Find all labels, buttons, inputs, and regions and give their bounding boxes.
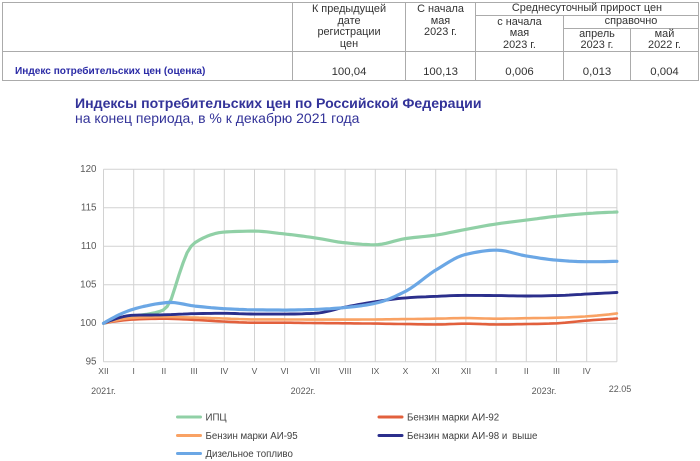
svg-text:XII: XII bbox=[98, 366, 108, 376]
svg-text:X: X bbox=[403, 366, 409, 376]
svg-text:I: I bbox=[133, 366, 135, 376]
svg-text:100: 100 bbox=[80, 318, 97, 329]
svg-text:2021г.: 2021г. bbox=[91, 386, 116, 396]
svg-text:Бензин марки АИ-98 и выше: Бензин марки АИ-98 и выше bbox=[407, 431, 537, 442]
svg-text:Бензин марки АИ-95: Бензин марки АИ-95 bbox=[206, 431, 298, 442]
svg-text:120: 120 bbox=[80, 164, 97, 175]
svg-text:22.05: 22.05 bbox=[609, 384, 632, 394]
svg-text:105: 105 bbox=[80, 280, 97, 291]
svg-text:Бензин марки АИ-92: Бензин марки АИ-92 bbox=[407, 412, 499, 423]
svg-text:XI: XI bbox=[432, 366, 440, 376]
svg-text:V: V bbox=[252, 366, 258, 376]
svg-text:IX: IX bbox=[371, 366, 379, 376]
svg-text:III: III bbox=[191, 366, 198, 376]
svg-text:II: II bbox=[162, 366, 167, 376]
svg-text:2022г.: 2022г. bbox=[291, 386, 316, 396]
svg-text:VII: VII bbox=[310, 366, 320, 376]
svg-text:110: 110 bbox=[81, 241, 97, 252]
svg-text:I: I bbox=[495, 366, 497, 376]
svg-text:IV: IV bbox=[220, 366, 228, 376]
svg-text:VI: VI bbox=[281, 366, 289, 376]
svg-text:115: 115 bbox=[81, 203, 97, 214]
svg-text:Дизельное топливо: Дизельное топливо bbox=[206, 449, 293, 460]
svg-text:2023г.: 2023г. bbox=[532, 386, 557, 396]
svg-text:II: II bbox=[524, 366, 529, 376]
svg-text:III: III bbox=[553, 366, 560, 376]
svg-text:XII: XII bbox=[461, 366, 471, 376]
svg-text:ИПЦ: ИПЦ bbox=[206, 412, 227, 423]
svg-text:VIII: VIII bbox=[339, 366, 352, 376]
svg-text:IV: IV bbox=[583, 366, 591, 376]
svg-text:95: 95 bbox=[86, 357, 97, 368]
